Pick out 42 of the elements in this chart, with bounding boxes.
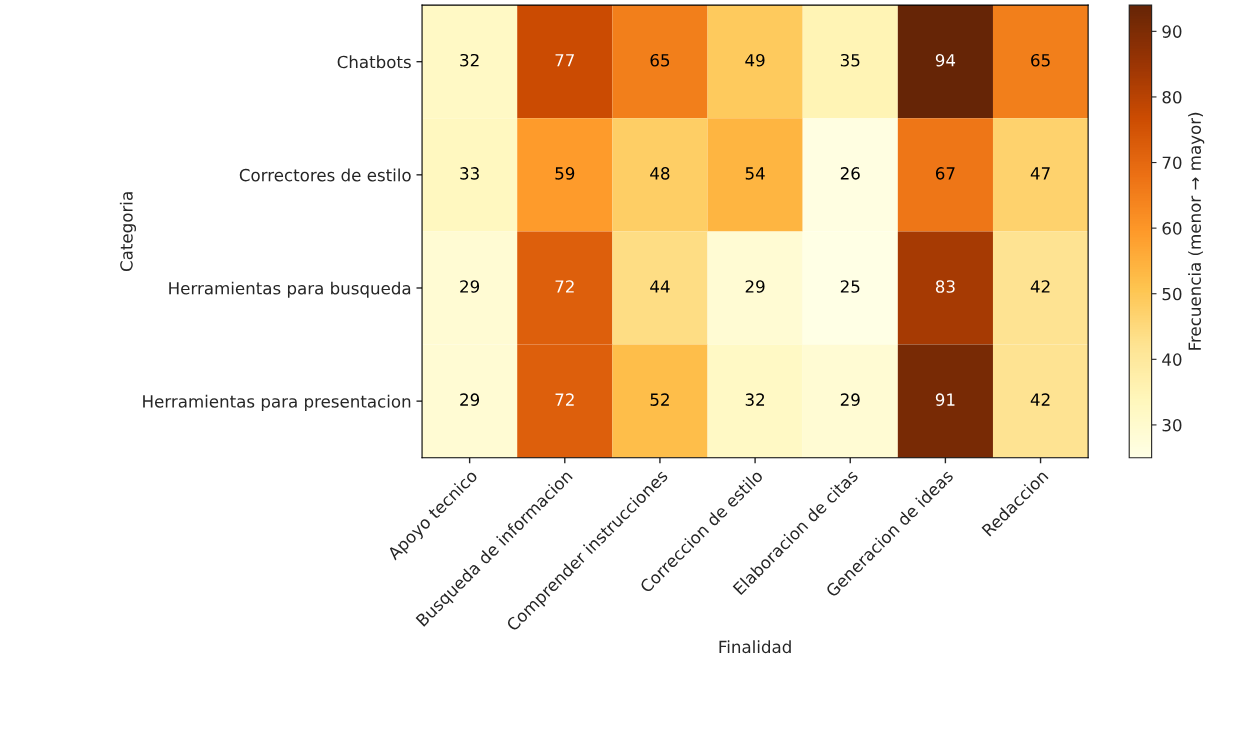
data-label: 91 [935, 393, 955, 406]
data-label: 72 [555, 393, 574, 406]
color-bar-label: 60 [1162, 222, 1182, 235]
y-tick-label: Herramientas para busqueda [169, 281, 411, 298]
data-label: 77 [555, 54, 574, 67]
color-bar-title: Frecuencia (menor → mayor) [1188, 112, 1205, 350]
data-label: 25 [840, 280, 860, 293]
y-tick-label: Correctores de estilo [239, 168, 411, 182]
data-label: 42 [1030, 393, 1050, 406]
data-label: 94 [935, 53, 956, 67]
data-label: 54 [745, 167, 765, 180]
y-tick-label: Chatbots [337, 55, 411, 69]
data-label: 67 [935, 167, 955, 180]
data-label: 72 [555, 280, 574, 293]
data-label: 65 [650, 53, 670, 67]
color-bar-label: 90 [1162, 25, 1182, 38]
data-label: 29 [745, 280, 765, 293]
data-label: 42 [1030, 280, 1050, 293]
data-label: 48 [650, 167, 670, 180]
data-label: 32 [460, 53, 479, 67]
data-label: 26 [840, 167, 860, 180]
y-tick-label: Herramientas para presentacion [143, 394, 411, 411]
data-label: 32 [745, 393, 765, 406]
data-label: 47 [1030, 167, 1050, 180]
x-axis-title: Finalidad [719, 640, 791, 654]
data-label: 35 [840, 53, 860, 67]
data-label: 44 [650, 280, 670, 293]
data-label: 52 [650, 393, 669, 406]
color-bar-label: 30 [1162, 418, 1182, 432]
data-label: 33 [460, 167, 479, 180]
data-label: 29 [460, 280, 480, 293]
data-label: 29 [840, 393, 860, 406]
color-bar-label: 70 [1162, 156, 1182, 170]
data-label: 29 [460, 393, 480, 406]
data-label: 49 [745, 53, 765, 67]
data-label: 65 [1031, 53, 1050, 67]
data-label: 83 [935, 280, 955, 293]
color-bar-label: 40 [1162, 353, 1182, 366]
y-axis-title: Categoria [119, 192, 136, 272]
color-bar-label: 50 [1162, 287, 1182, 301]
color-bar-label: 80 [1162, 90, 1182, 104]
data-label: 59 [555, 167, 575, 180]
